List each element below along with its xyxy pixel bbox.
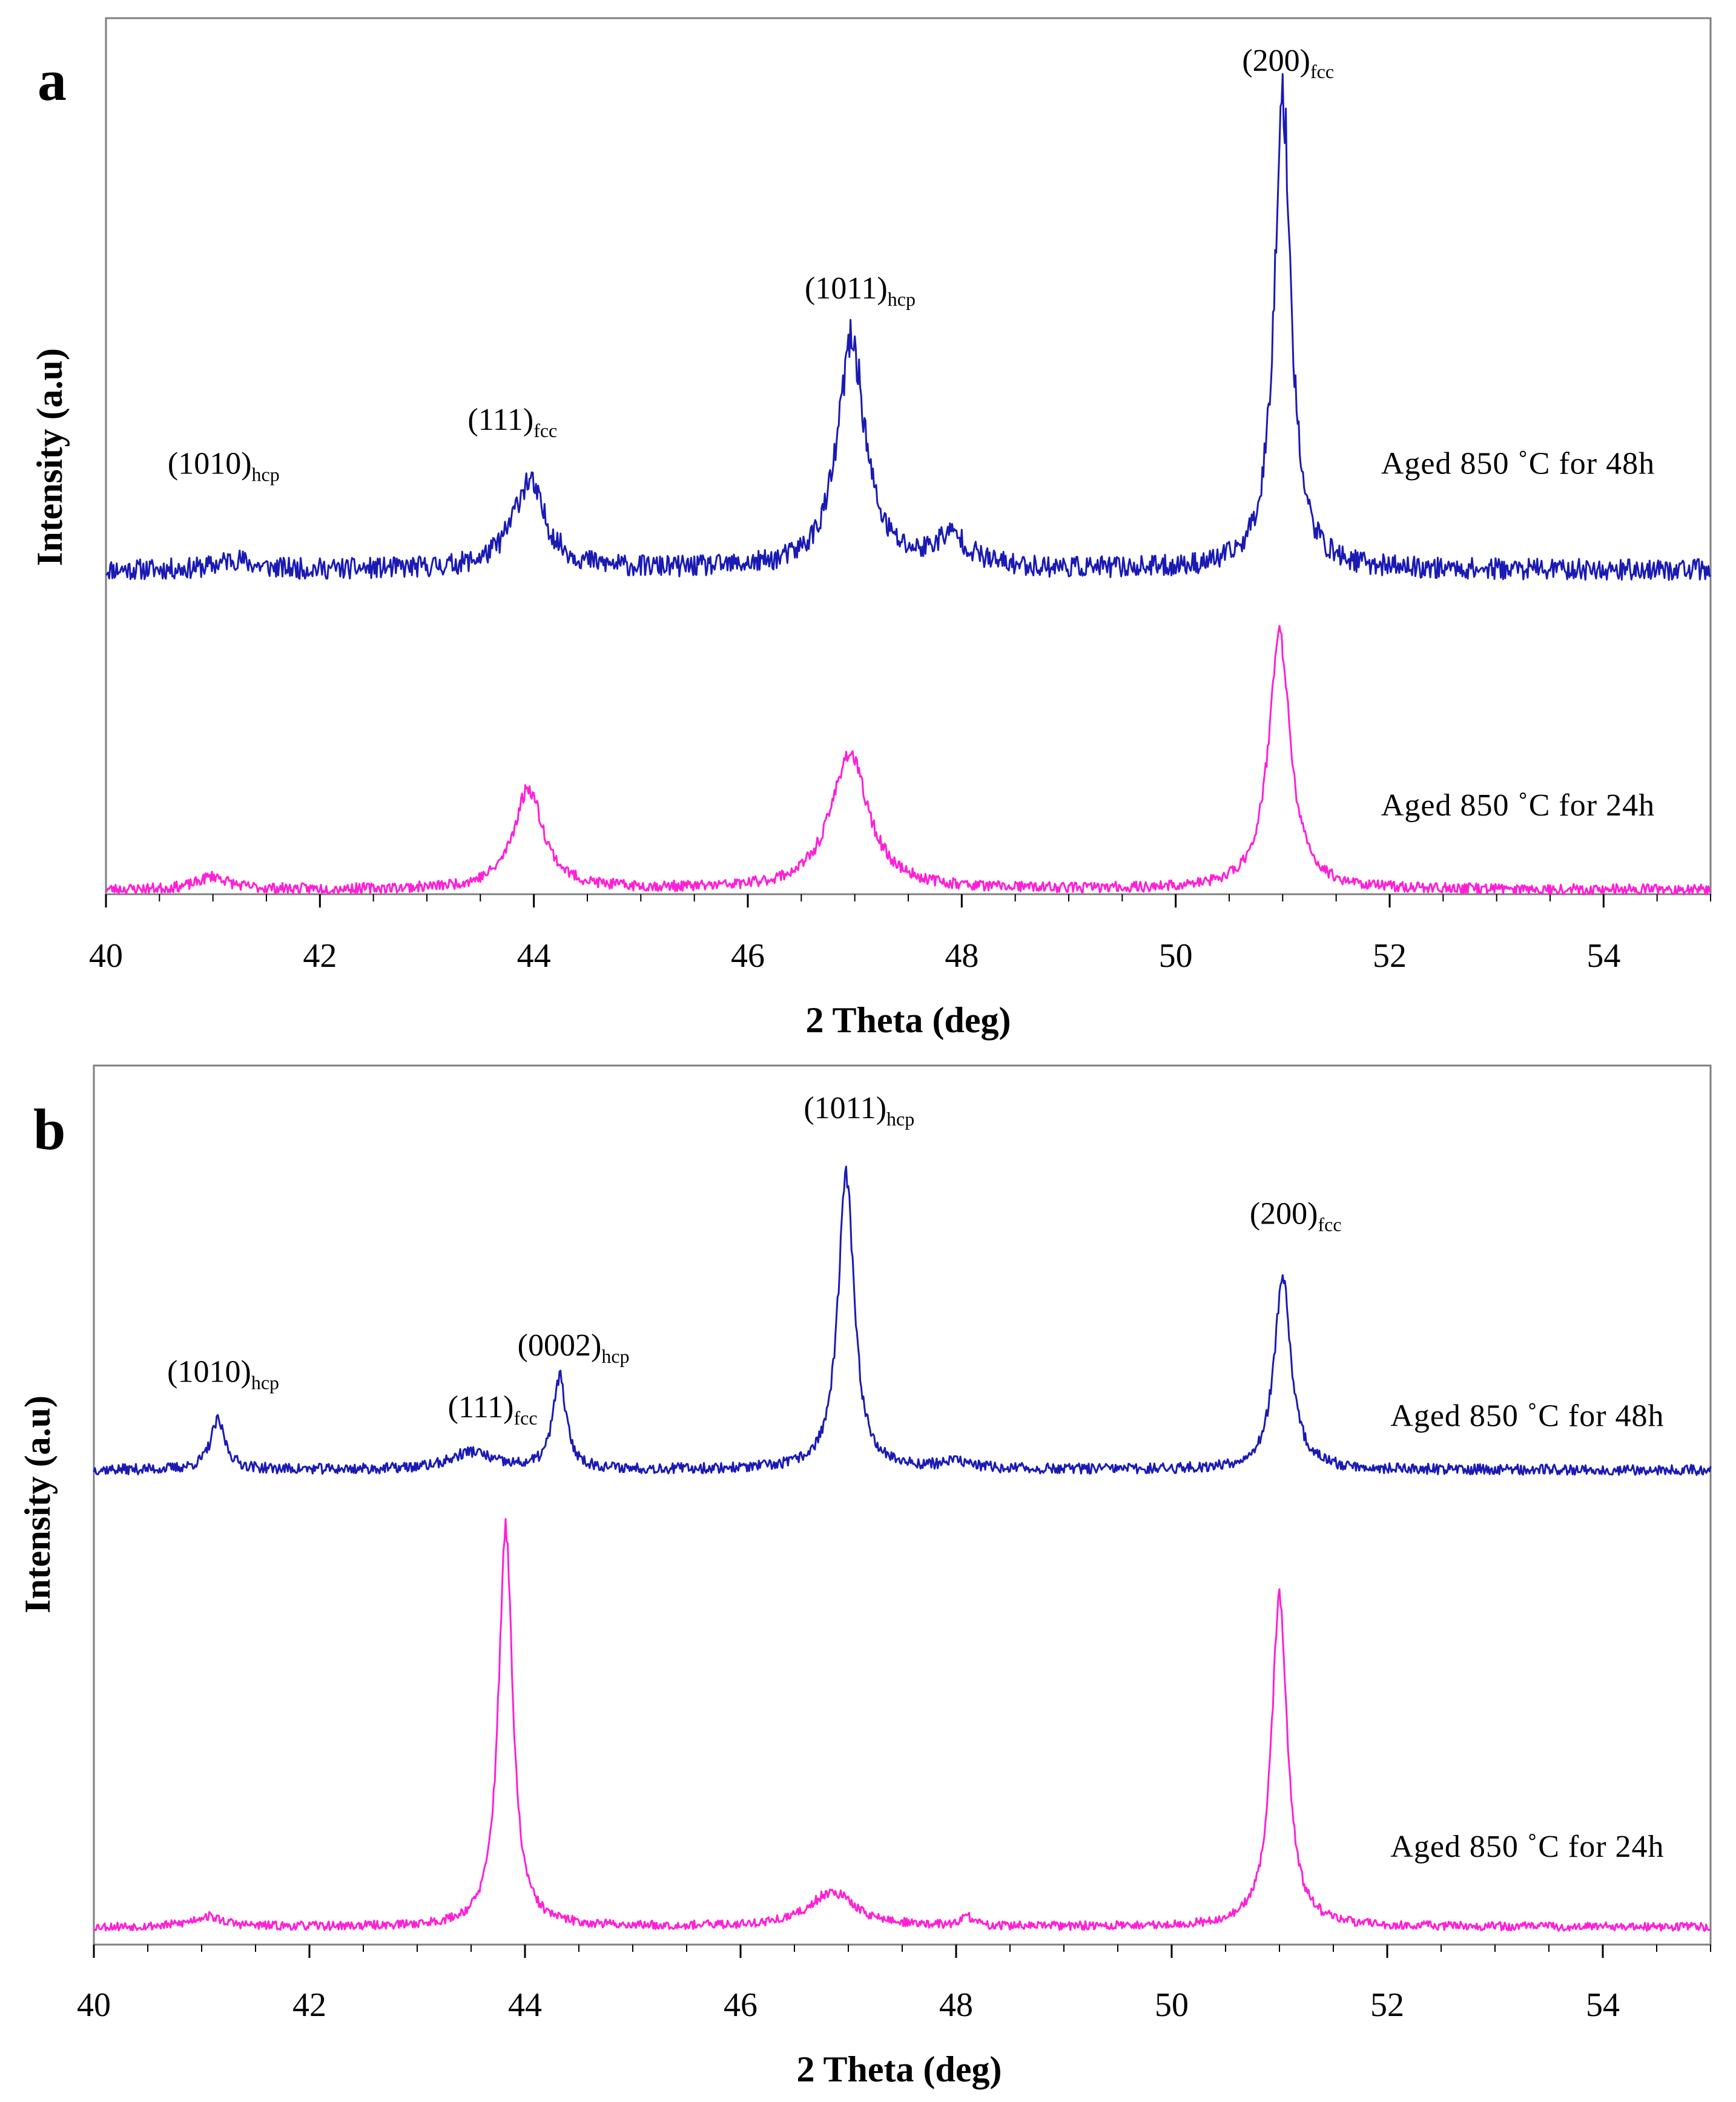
x-tick-label: 46 <box>731 937 765 975</box>
x-tick-label: 46 <box>724 1986 757 2024</box>
peak-label: (1011)hcp <box>805 271 916 310</box>
x-axis-title: 2 Theta (deg) <box>797 2049 1002 2089</box>
series-label: Aged 850 ˚C for 24h <box>1381 788 1655 823</box>
x-tick-label: 40 <box>89 937 123 975</box>
panel-b: b 40 42 44 46 48 50 52 54 2 Theta (deg) … <box>18 1064 1712 2089</box>
x-tick-label: 52 <box>1373 937 1407 975</box>
series-label: Aged 850 ˚C for 24h <box>1390 1830 1664 1864</box>
peak-label: (0002)hcp <box>518 1328 630 1367</box>
panel-a-series <box>105 73 1712 895</box>
series-line-48h <box>105 73 1712 581</box>
peak-label: (1010)hcp <box>167 1355 279 1394</box>
series-line-24h <box>93 1518 1711 1932</box>
x-tick-label: 44 <box>508 1986 542 2024</box>
x-tick-label: 54 <box>1586 1986 1620 2024</box>
panel-b-plot-frame <box>93 1064 1712 1946</box>
peak-label: (111)fcc <box>448 1390 538 1429</box>
panel-a-series-labels: Aged 850 ˚C for 48h Aged 850 ˚C for 24h <box>1381 446 1655 823</box>
x-tick-label: 48 <box>945 937 979 975</box>
y-axis-title: Intensity (a.u) <box>30 348 70 566</box>
peak-label: (1011)hcp <box>804 1091 914 1130</box>
peak-label: (111)fcc <box>467 403 557 441</box>
peak-label: (200)fcc <box>1242 44 1334 82</box>
panel-b-series-labels: Aged 850 ˚C for 48h Aged 850 ˚C for 24h <box>1390 1399 1664 1864</box>
series-line-48h <box>93 1165 1712 1476</box>
panel-b-series <box>93 1165 1712 1932</box>
series-label: Aged 850 ˚C for 48h <box>1381 446 1655 481</box>
x-tick-label: 42 <box>292 1986 326 2024</box>
panel-a: a 40 42 44 46 48 50 52 54 2 Theta (deg) … <box>30 17 1712 1040</box>
y-axis-title: Intensity (a.u) <box>18 1395 58 1613</box>
panel-a-x-axis <box>105 894 1711 908</box>
x-tick-label: 48 <box>939 1986 973 2024</box>
x-tick-label: 42 <box>303 937 337 975</box>
x-tick-label: 40 <box>77 1986 111 2024</box>
x-axis-title: 2 Theta (deg) <box>806 1000 1011 1040</box>
panel-b-x-axis <box>93 1945 1711 1958</box>
x-tick-label: 50 <box>1155 1986 1189 2024</box>
panel-b-letter: b <box>33 1097 65 1162</box>
x-tick-label: 44 <box>517 937 551 975</box>
series-label: Aged 850 ˚C for 48h <box>1390 1399 1664 1433</box>
panel-a-peak-annotations: (1010)hcp (111)fcc (1011)hcp (200)fcc <box>168 44 1334 486</box>
panel-a-letter: a <box>38 48 67 113</box>
peak-label: (200)fcc <box>1250 1196 1342 1235</box>
x-tick-label: 50 <box>1159 937 1193 975</box>
peak-label: (1010)hcp <box>168 446 280 485</box>
x-tick-label: 54 <box>1586 937 1620 975</box>
panel-b-peak-annotations: (1010)hcp (111)fcc (0002)hcp (1011)hcp (200)… <box>167 1091 1341 1429</box>
series-line-24h <box>105 625 1712 895</box>
x-tick-label: 52 <box>1370 1986 1404 2024</box>
